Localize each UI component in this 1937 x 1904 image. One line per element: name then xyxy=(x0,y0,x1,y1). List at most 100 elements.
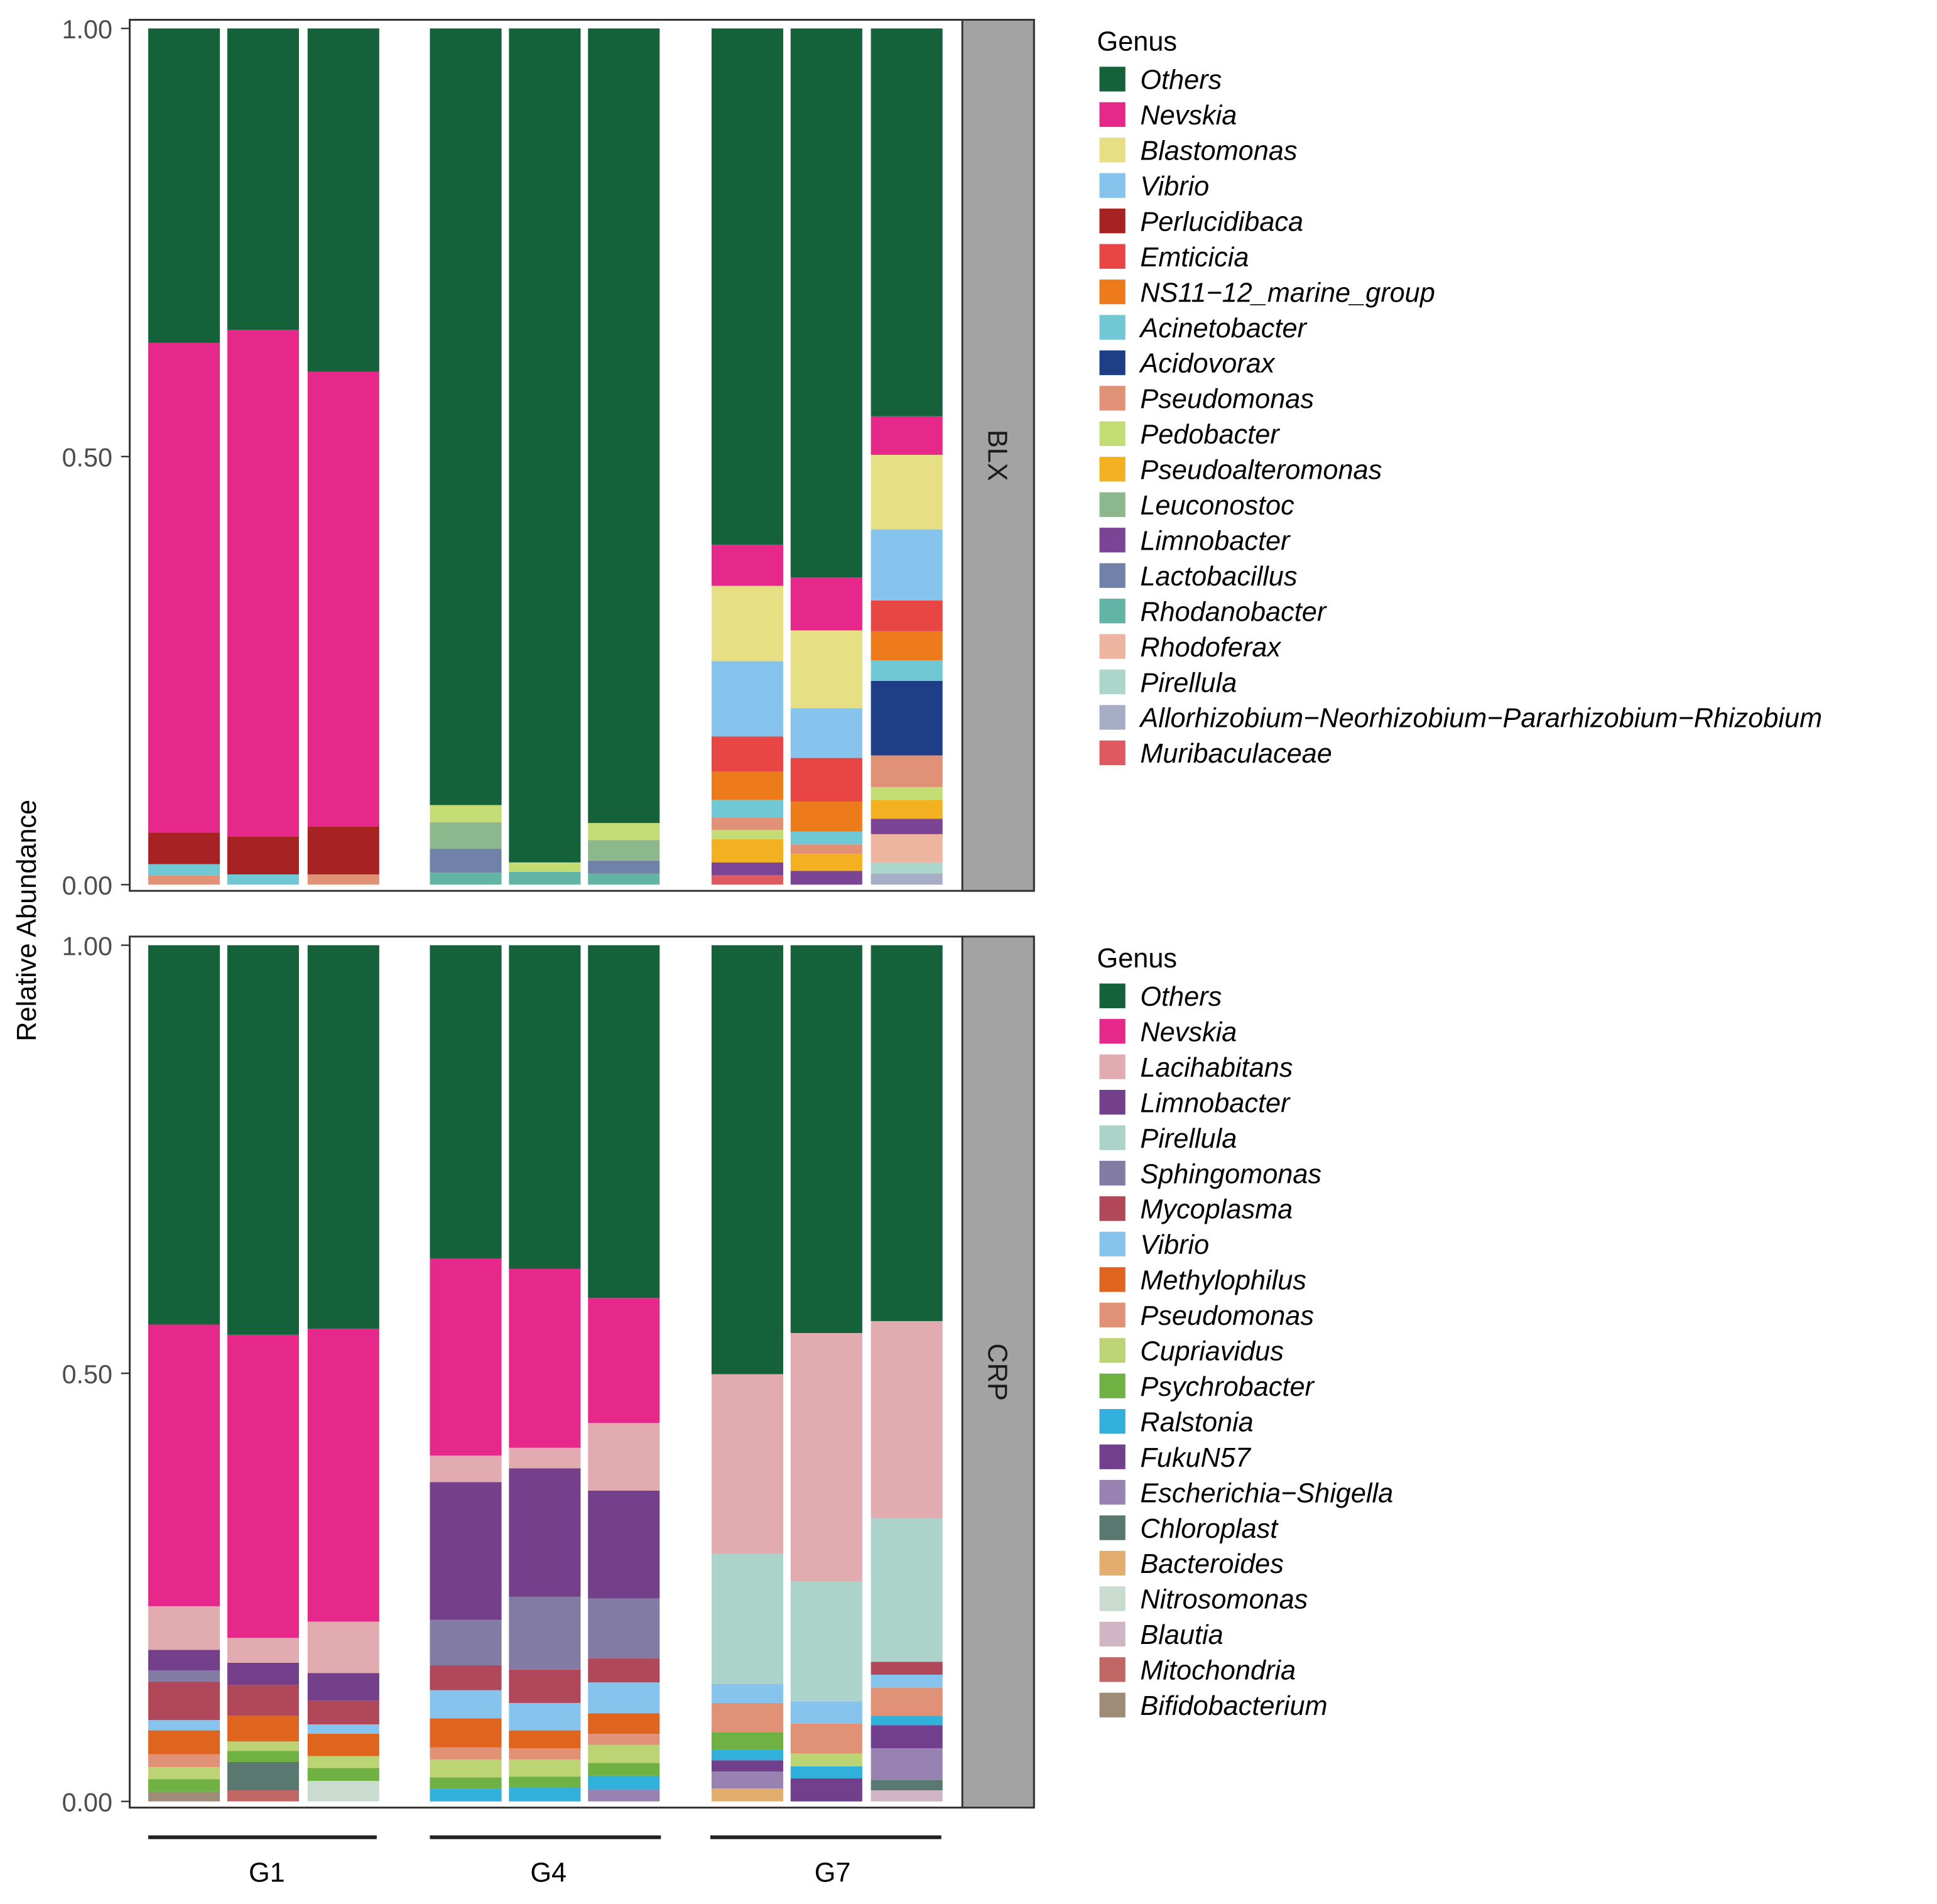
bar-segment-vibrio xyxy=(711,661,783,737)
legend-label: Acinetobacter xyxy=(1138,313,1307,344)
legend-item: Pirellula xyxy=(1099,668,1237,698)
y-tick-label: 1.00 xyxy=(62,15,112,44)
legend-swatch xyxy=(1099,1657,1126,1682)
legend-label: Pirellula xyxy=(1140,1124,1237,1154)
bar-segment-others xyxy=(509,945,581,1269)
bar-segment-psychrobacter xyxy=(307,1768,379,1781)
facet-strip xyxy=(961,935,1035,1809)
legend-swatch xyxy=(1099,279,1126,305)
legend-label: Emticicia xyxy=(1140,242,1249,273)
legend-title: Genus xyxy=(1097,27,1177,57)
legend-item: Bacteroides xyxy=(1099,1549,1284,1579)
bar-segment-limnobacter xyxy=(588,1490,660,1599)
legend-swatch xyxy=(1099,315,1126,340)
y-axis-label: Relative Abundance xyxy=(12,800,42,1042)
legend-item: Vibrio xyxy=(1099,1230,1209,1260)
bar-segment-cupriavidus xyxy=(790,1753,862,1766)
legend-label: FukuN57 xyxy=(1140,1443,1251,1473)
bar-segment-lacihabitans xyxy=(509,1447,581,1469)
bar-segment-leuconostoc xyxy=(430,822,502,849)
bar-segment-pseudomonas xyxy=(871,755,943,787)
legend-item: Methylophilus xyxy=(1099,1266,1306,1296)
bar-g7-2 xyxy=(790,945,862,1802)
bar-segment-vibrio xyxy=(790,708,862,758)
bar-segment-psychrobacter xyxy=(509,1776,581,1788)
bar-g7-3 xyxy=(871,945,943,1802)
bar-segment-perlucidibaca xyxy=(148,832,220,864)
legend-label: Others xyxy=(1140,65,1222,95)
bar-g1-1 xyxy=(148,945,220,1802)
legend-swatch xyxy=(1099,1267,1126,1292)
legend-item: Nevskia xyxy=(1099,1018,1237,1048)
bar-g7-3 xyxy=(871,28,943,885)
legend-swatch xyxy=(1099,705,1126,730)
legend-item: Allorhizobium−Neorhizobium−Pararhizobium… xyxy=(1099,704,1822,734)
legend-swatch xyxy=(1099,138,1126,163)
bar-segment-pseudomonas xyxy=(871,1687,943,1716)
bar-segment-vibrio xyxy=(790,1701,862,1724)
bar-segment-escherichia-shigella xyxy=(711,1771,783,1789)
bar-segment-nevskia xyxy=(148,342,220,833)
bar-segment-pedobacter xyxy=(711,830,783,840)
bar-segment-chloroplast xyxy=(227,1762,299,1790)
bar-segment-acinetobacter xyxy=(148,864,220,876)
legend-swatch xyxy=(1099,983,1126,1008)
legend-item: Perlucidibaca xyxy=(1099,207,1303,237)
bar-g4-3 xyxy=(588,28,660,885)
legend-swatch xyxy=(1099,1621,1126,1647)
bar-segment-vibrio xyxy=(711,1684,783,1703)
bar-segment-pedobacter xyxy=(430,805,502,822)
legend-item: Others xyxy=(1099,65,1222,95)
bar-segment-blastomonas xyxy=(711,585,783,661)
bar-segment-nevskia xyxy=(227,330,299,837)
legend-item: Pseudomonas xyxy=(1099,1301,1314,1331)
bar-segment-ralstonia xyxy=(711,1749,783,1761)
bar-segment-limnobacter xyxy=(711,862,783,876)
bar-segment-cupriavidus xyxy=(148,1767,220,1780)
legend-item: Pseudomonas xyxy=(1099,384,1314,415)
bar-segment-others xyxy=(790,945,862,1334)
legend-swatch xyxy=(1099,563,1126,588)
legend-label: Bacteroides xyxy=(1140,1549,1283,1579)
bar-g1-3 xyxy=(307,28,379,885)
bar-segment-perlucidibaca xyxy=(307,826,379,874)
legend-swatch xyxy=(1099,1231,1126,1257)
legend-item: NS11−12_marine_group xyxy=(1099,278,1435,308)
bar-segment-vibrio xyxy=(307,1724,379,1734)
bar-segment-emticicia xyxy=(711,736,783,772)
legend-swatch xyxy=(1099,386,1126,411)
bar-segment-nevskia xyxy=(227,1334,299,1638)
bar-segment-others xyxy=(307,945,379,1329)
bar-segment-nevskia xyxy=(588,1298,660,1423)
bar-segment-pseudoalteromonas xyxy=(871,800,943,819)
legend-item: Mycoplasma xyxy=(1099,1195,1293,1225)
group-label: G1 xyxy=(249,1858,285,1888)
legend-swatch xyxy=(1099,457,1126,482)
bar-segment-pseudomonas xyxy=(790,844,862,854)
bar-segment-limnobacter xyxy=(307,1673,379,1700)
bar-segment-cupriavidus xyxy=(227,1741,299,1751)
bar-segment-pedobacter xyxy=(871,786,943,800)
bar-segment-pseudomonas xyxy=(430,1747,502,1760)
bar-segment-limnobacter xyxy=(509,1468,581,1597)
legend-swatch xyxy=(1099,1515,1126,1540)
legend-swatch xyxy=(1099,1409,1126,1434)
legend-item: Bifidobacterium xyxy=(1099,1691,1328,1721)
legend-label: Chloroplast xyxy=(1140,1514,1279,1544)
legend-swatch xyxy=(1099,209,1126,234)
legend-swatch xyxy=(1099,244,1126,269)
legend-item: Mitochondria xyxy=(1099,1656,1296,1686)
bar-segment-psychrobacter xyxy=(711,1732,783,1750)
group-g1: G1 xyxy=(148,1835,377,1888)
bar-segment-mycoplasma xyxy=(871,1662,943,1675)
legend-item: Muribaculaceae xyxy=(1099,739,1332,769)
legend-item: Rhodoferax xyxy=(1099,633,1281,663)
legend-item: Pirellula xyxy=(1099,1124,1237,1154)
bar-segment-ralstonia xyxy=(588,1775,660,1790)
bar-segment-lacihabitans xyxy=(588,1423,660,1491)
bar-segment-pseudoalteromonas xyxy=(711,839,783,862)
bar-segment-methylophilus xyxy=(509,1730,581,1749)
bar-g7-2 xyxy=(790,28,862,885)
bar-g4-2 xyxy=(509,945,581,1802)
